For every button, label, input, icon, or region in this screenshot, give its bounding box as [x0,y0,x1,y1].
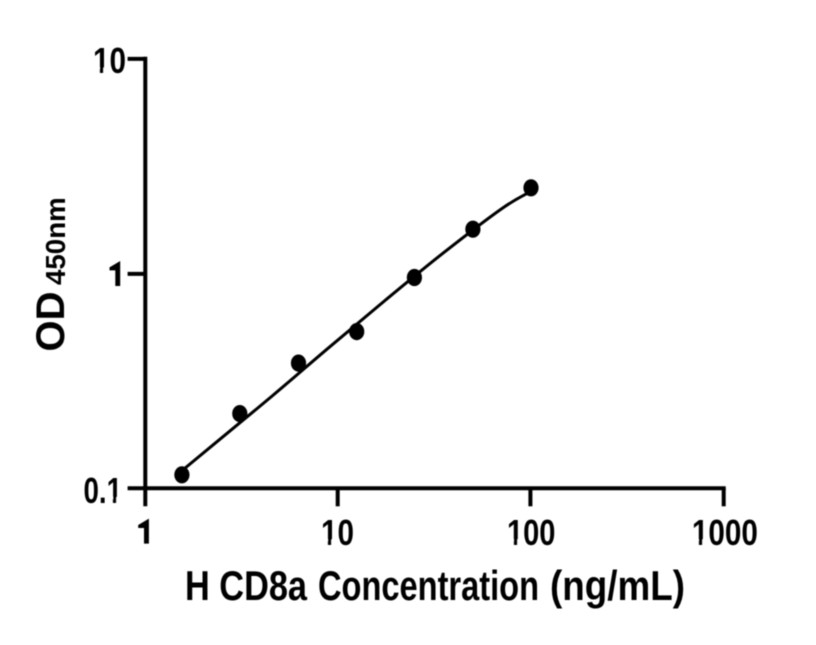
svg-text:(ng/mL): (ng/mL) [550,562,685,609]
svg-text:1000: 1000 [692,512,758,553]
svg-text:Concentration: Concentration [318,562,539,609]
svg-text:H CD8a: H CD8a [185,562,308,609]
svg-text:0.1: 0.1 [84,470,123,511]
svg-text:100: 100 [507,512,556,553]
